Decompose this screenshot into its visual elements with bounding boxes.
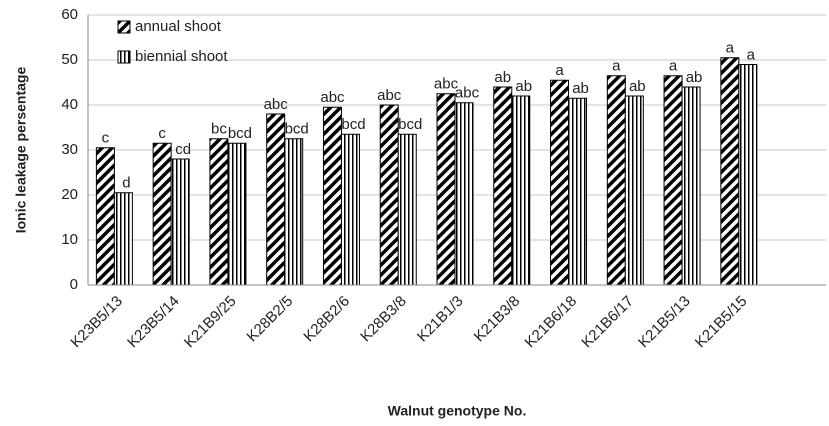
x-tick-label: K28B2/6 [300,293,353,346]
bar-letter: a [612,58,621,75]
bar-letter: abc [434,76,459,93]
bar [379,104,399,286]
x-tick-label: K21B5/13 [635,293,694,352]
y-tick-label: 40 [61,96,78,113]
x-tick-label: K21B5/15 [692,293,751,352]
legend-label: biennial shoot [135,48,228,65]
bar-letter: abc [377,87,402,104]
bar [266,113,286,286]
y-tick-label: 10 [61,231,78,248]
x-tick-label: K28B2/5 [244,293,297,346]
x-tick-label: K23B5/13 [67,293,126,352]
bar [340,133,360,286]
y-tick-label: 0 [70,276,78,293]
x-tick-label: K28B3/8 [357,293,410,346]
bar-letter: a [747,46,756,63]
legend-label: annual shoot [135,18,222,35]
legend-swatch [117,20,131,34]
bar [606,75,626,286]
x-tick-label: K21B3/8 [471,293,524,346]
bar-letter: a [555,62,564,79]
bar [322,106,342,286]
bar [170,158,190,286]
bar [227,142,247,286]
bar-letter: a [726,40,735,57]
bar-letter: ab [515,78,532,95]
bar-letter: bcd [341,116,365,133]
x-tick-label: K21B1/3 [414,293,467,346]
bar [663,75,683,286]
bar-letter: ab [629,78,646,95]
y-axis-title: Ionic leakage persentage [13,67,29,234]
bar-letter: ab [686,69,703,86]
bar-letter: bcd [285,121,309,138]
bar-letter: c [102,130,110,147]
bar-letter: cd [175,141,191,158]
x-tick-label: K21B6/18 [522,293,581,352]
bar [738,64,758,286]
bar [113,192,133,286]
bar-letter: a [669,58,678,75]
bar-letter: abc [320,89,345,106]
x-tick-label: K21B6/17 [578,293,637,352]
bar-letter: ab [494,69,511,86]
bar [550,79,570,286]
y-tick-label: 50 [61,51,78,68]
bar-letter: bcd [228,125,252,142]
bar-letter: bcd [398,116,422,133]
bar [511,95,531,286]
bar-letter: d [122,175,130,192]
bar-letter: abc [455,85,480,102]
bar-letter: abc [264,96,289,113]
bar [95,147,115,286]
x-axis-title: Walnut genotype No. [388,403,527,419]
bar-letter: ab [572,80,589,97]
bar [720,57,740,286]
bar [209,138,229,286]
bar [284,138,304,286]
bar [436,93,456,286]
bar [568,97,588,286]
y-tick-label: 60 [61,6,78,23]
x-tick-label: K21B9/25 [181,293,240,352]
bar [397,133,417,286]
bar [624,95,644,286]
y-tick-label: 30 [61,141,78,158]
bar [454,102,474,286]
bar [681,86,701,286]
bar [493,86,513,286]
x-tick-label: K23B5/14 [124,293,183,352]
legend-swatch [117,50,131,64]
bar-letter: c [158,125,166,142]
bar [152,142,172,286]
bar-letter: bc [211,121,227,138]
y-tick-label: 20 [61,186,78,203]
